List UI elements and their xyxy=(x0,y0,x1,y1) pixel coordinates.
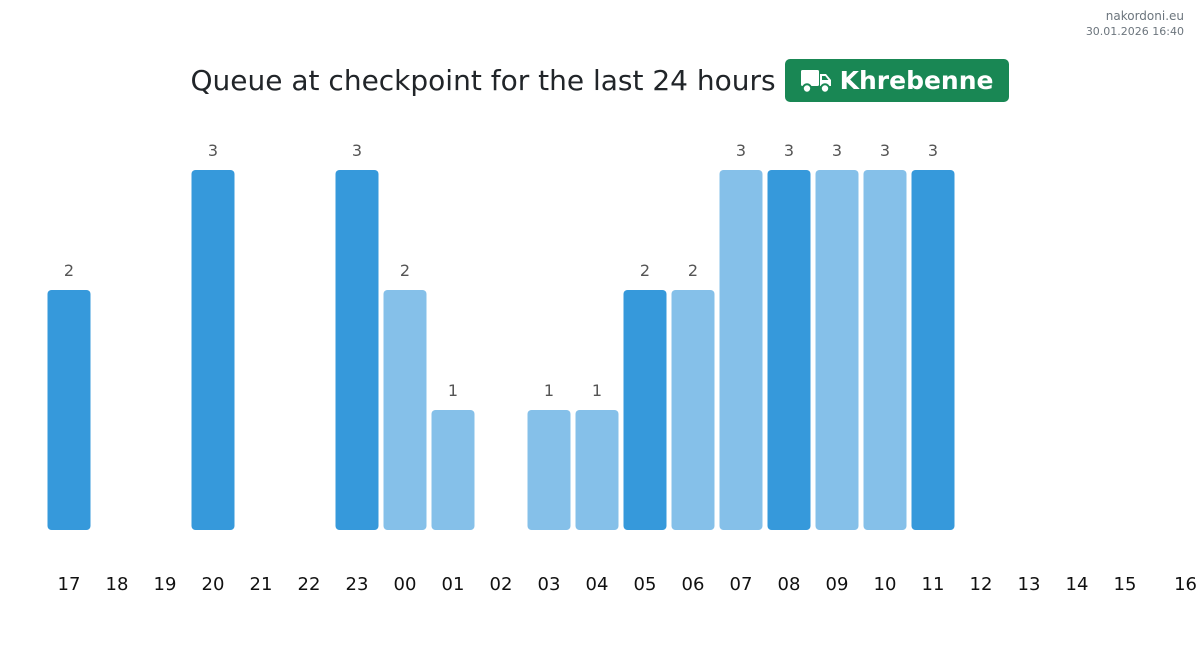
x-tick-23: 23 xyxy=(346,574,369,595)
bar-06 xyxy=(671,290,715,530)
checkpoint-name: Khrebenne xyxy=(839,66,994,95)
x-tick-13: 13 xyxy=(1018,574,1041,595)
value-label-11: 3 xyxy=(928,141,938,160)
value-label-23: 3 xyxy=(352,141,362,160)
bar-05 xyxy=(623,290,667,530)
x-tick-00: 00 xyxy=(394,574,417,595)
x-tick-21: 21 xyxy=(250,574,273,595)
bar-08 xyxy=(767,170,811,530)
x-tick-18: 18 xyxy=(106,574,129,595)
value-label-07: 3 xyxy=(736,141,746,160)
value-label-09: 3 xyxy=(832,141,842,160)
value-label-00: 2 xyxy=(400,261,410,280)
x-tick-05: 05 xyxy=(634,574,657,595)
truck-icon xyxy=(800,69,831,94)
x-tick-11: 11 xyxy=(922,574,945,595)
bar-23 xyxy=(335,170,379,530)
value-label-05: 2 xyxy=(640,261,650,280)
value-label-01: 1 xyxy=(448,381,458,400)
bar-07 xyxy=(719,170,763,530)
x-tick-06: 06 xyxy=(682,574,705,595)
value-label-04: 1 xyxy=(592,381,602,400)
x-tick-02: 02 xyxy=(490,574,513,595)
value-label-20: 3 xyxy=(208,141,218,160)
x-tick-09: 09 xyxy=(826,574,849,595)
x-tick-12: 12 xyxy=(970,574,993,595)
x-tick-07: 07 xyxy=(730,574,753,595)
bar-01 xyxy=(431,410,475,530)
bar-20 xyxy=(191,170,235,530)
x-tick-15: 15 xyxy=(1114,574,1137,595)
bar-03 xyxy=(527,410,571,530)
bar-10 xyxy=(863,170,907,530)
x-tick-22: 22 xyxy=(298,574,321,595)
x-tick-16: 16 xyxy=(1174,574,1197,595)
bar-11 xyxy=(911,170,955,530)
site-name: nakordoni.eu xyxy=(1105,9,1184,23)
x-tick-03: 03 xyxy=(538,574,561,595)
x-tick-14: 14 xyxy=(1066,574,1089,595)
value-label-06: 2 xyxy=(688,261,698,280)
value-label-10: 3 xyxy=(880,141,890,160)
bar-04 xyxy=(575,410,619,530)
brand-block: nakordoni.eu 30.01.2026 16:40 xyxy=(1086,9,1184,39)
bar-17 xyxy=(47,290,91,530)
value-label-03: 1 xyxy=(544,381,554,400)
x-tick-04: 04 xyxy=(586,574,609,595)
bar-09 xyxy=(815,170,859,530)
timestamp: 30.01.2026 16:40 xyxy=(1085,24,1184,38)
x-tick-17: 17 xyxy=(58,574,81,595)
checkpoint-badge: Khrebenne xyxy=(784,59,1010,102)
x-tick-01: 01 xyxy=(442,574,465,595)
bar-00 xyxy=(383,290,427,530)
value-label-08: 3 xyxy=(784,141,794,160)
x-tick-08: 08 xyxy=(778,574,801,595)
x-tick-20: 20 xyxy=(202,574,225,595)
value-label-17: 2 xyxy=(64,261,74,280)
chart-title: Queue at checkpoint for the last 24 hour… xyxy=(190,64,776,97)
x-tick-19: 19 xyxy=(154,574,177,595)
x-tick-10: 10 xyxy=(874,574,897,595)
chart-header: Queue at checkpoint for the last 24 hour… xyxy=(0,59,1200,102)
